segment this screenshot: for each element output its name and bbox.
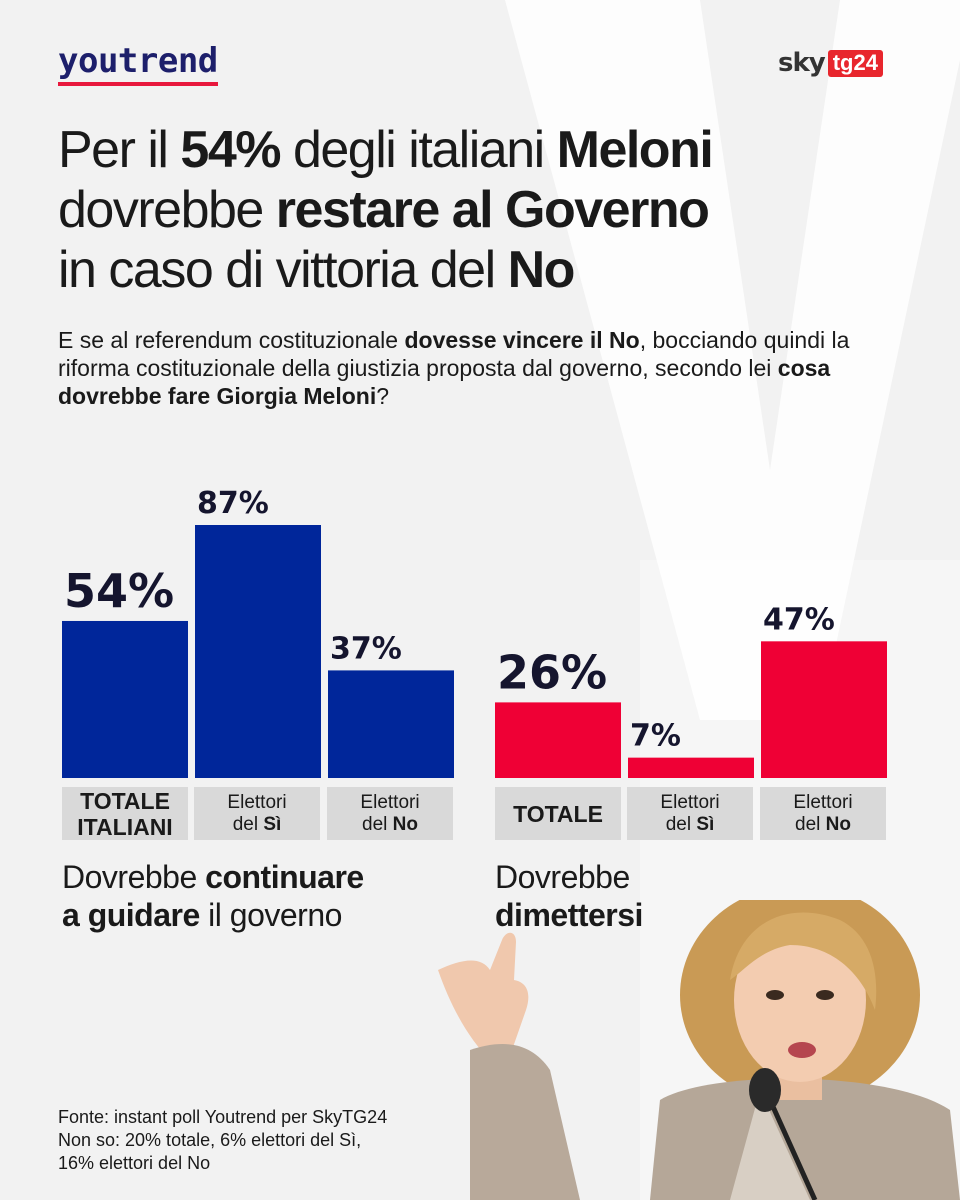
- bar-1-3: [328, 670, 454, 778]
- giorgia-meloni-photo: [438, 900, 960, 1200]
- caption-dimettersi: Dovrebbe dimettersi: [495, 858, 643, 934]
- question-part: E se al referendum costituzionale: [58, 327, 405, 353]
- category-bold: Sì: [263, 813, 282, 835]
- title-part: degli italiani: [280, 121, 557, 179]
- page-title: Per il 54% degli italiani Meloni dovrebb…: [58, 120, 918, 300]
- question-bold: dovesse vincere il No: [404, 327, 640, 353]
- caption-part: il governo: [199, 897, 342, 933]
- title-bold: restare al Governo: [275, 181, 710, 239]
- category-bold: Sì: [696, 813, 715, 835]
- category-totale: TOTALE: [495, 787, 621, 840]
- caption-bold: a guidare: [62, 897, 200, 933]
- category-elettori-no: Elettori del No: [327, 787, 453, 840]
- category-line: Elettori: [227, 791, 287, 813]
- category-line: TOTALE: [80, 787, 170, 814]
- value-label-1-1: 54%: [64, 564, 174, 618]
- sky-logo-text: sky: [778, 48, 826, 78]
- value-label-2-1: 26%: [497, 645, 607, 699]
- source-note: Fonte: instant poll Youtrend per SkyTG24…: [58, 1106, 387, 1175]
- title-part: dovrebbe: [58, 181, 276, 239]
- value-label-1-2: 87%: [197, 486, 269, 521]
- category-line: Elettori: [793, 791, 853, 813]
- category-line: TOTALE: [513, 800, 603, 827]
- youtrend-logo-text: youtrend: [58, 41, 218, 81]
- bar-2-3: [761, 641, 887, 778]
- source-line: Fonte: instant poll Youtrend per SkyTG24: [58, 1107, 388, 1127]
- source-line: Non so: 20% totale, 6% elettori del Sì,: [58, 1130, 362, 1150]
- bar-1-2: [195, 525, 321, 778]
- caption-part: Dovrebbe: [62, 859, 206, 895]
- question-bold: cosa dovrebbe fare Giorgia Meloni: [58, 355, 831, 409]
- title-part: in caso di vittoria del: [58, 241, 508, 299]
- bar-2-2: [628, 757, 754, 778]
- category-line: del: [665, 813, 697, 835]
- category-elettori-si-2: Elettori del Sì: [627, 787, 753, 840]
- title-bold: Meloni: [556, 121, 714, 179]
- category-totale-italiani: TOTALE ITALIANI: [62, 787, 188, 840]
- youtrend-logo: youtrend: [58, 44, 218, 86]
- category-elettori-no-2: Elettori del No: [760, 787, 886, 840]
- survey-question: E se al referendum costituzionale dovess…: [58, 326, 898, 410]
- question-part: ?: [376, 383, 390, 409]
- skytg24-logo: sky tg24: [778, 48, 883, 78]
- category-bold: No: [825, 813, 851, 835]
- category-line: ITALIANI: [77, 813, 173, 840]
- category-elettori-si: Elettori del Sì: [194, 787, 320, 840]
- caption-continuare: Dovrebbe continuare a guidare il governo: [62, 858, 364, 934]
- value-label-1-3: 37%: [330, 631, 402, 666]
- question-part: , bocciando quindi la riforma costituzio…: [58, 327, 850, 381]
- value-label-2-2: 7%: [630, 719, 681, 754]
- category-line: Elettori: [660, 791, 720, 813]
- caption-bold: dimettersi: [495, 897, 643, 933]
- caption-part: Dovrebbe: [495, 859, 630, 895]
- category-line: del: [232, 813, 264, 835]
- category-line: del: [362, 813, 393, 835]
- source-line: 16% elettori del No: [58, 1153, 211, 1173]
- caption-bold: continuare: [205, 859, 364, 895]
- value-label-2-3: 47%: [763, 602, 835, 637]
- youtrend-logo-underline: [58, 82, 218, 86]
- category-line: Elettori: [360, 791, 420, 813]
- title-part: Per il: [58, 121, 181, 179]
- title-bold: No: [507, 241, 576, 299]
- category-bold: No: [392, 813, 418, 835]
- bar-2-1: [495, 702, 621, 778]
- tg24-logo-text: tg24: [827, 49, 883, 77]
- title-bold: 54%: [180, 121, 281, 179]
- bar-1-1: [62, 620, 188, 778]
- category-line: del: [795, 813, 826, 835]
